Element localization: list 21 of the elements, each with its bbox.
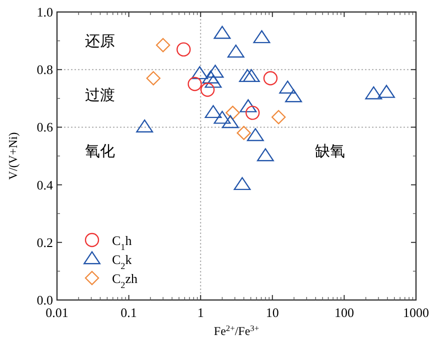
x-axis-title: Fe$^{2+}$/Fe$^{3+}$ bbox=[214, 324, 260, 338]
y-tick-label: 0.4 bbox=[36, 177, 54, 192]
legend-label: C$_{2}$zh bbox=[112, 271, 138, 290]
x-tick-label: 1000 bbox=[403, 305, 429, 320]
y-axis-title: V/(V+Ni) bbox=[6, 132, 20, 180]
y-tick-label: 0.0 bbox=[36, 292, 53, 308]
y-tick-label: 0.2 bbox=[36, 234, 53, 250]
x-tick-label: 1 bbox=[197, 305, 204, 320]
annotation: 缺氧 bbox=[315, 142, 345, 160]
annotation: 氧化 bbox=[85, 142, 115, 160]
x-tick-label: 0.01 bbox=[46, 305, 68, 320]
annotation: 还原 bbox=[85, 32, 115, 50]
y-tick-label: 0.6 bbox=[36, 120, 54, 135]
x-tick-label: 100 bbox=[334, 305, 354, 320]
y-tick-label: 1.0 bbox=[36, 4, 53, 20]
x-tick-label: 0.1 bbox=[120, 305, 137, 320]
legend-label: C$_{2}$k bbox=[112, 252, 132, 271]
x-tick-label: 10 bbox=[266, 305, 279, 320]
annotation: 过渡 bbox=[85, 86, 115, 104]
legend-label: C$_{1}$h bbox=[112, 233, 132, 252]
y-tick-label: 0.8 bbox=[36, 62, 53, 78]
